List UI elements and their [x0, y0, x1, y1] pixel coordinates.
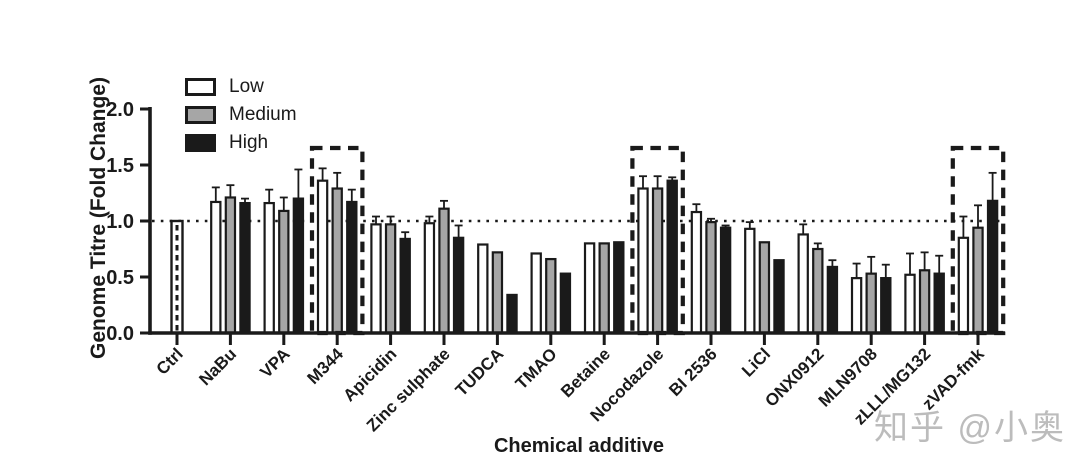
watermark: 知乎 @小奥 [874, 409, 1066, 447]
legend-swatch-low [185, 78, 216, 96]
bar-medium [972, 226, 984, 335]
bar-low [797, 233, 809, 335]
bar-medium [224, 196, 237, 335]
bar-medium [545, 257, 557, 335]
legend-item-high: High [185, 129, 297, 157]
bar-low [370, 223, 382, 335]
x-category-label: M344 [304, 344, 348, 388]
bar-low [477, 243, 489, 335]
bar-medium [812, 247, 824, 335]
x-category-label: VPA [256, 344, 293, 381]
bar-low [583, 242, 596, 335]
bar-low [957, 236, 970, 335]
legend-item-low: Low [185, 73, 297, 101]
bar-medium [438, 207, 450, 335]
legend-item-medium: Medium [185, 101, 297, 129]
bar-high [666, 179, 678, 335]
y-axis-title: Genome Titre (Fold Change) [87, 77, 110, 359]
legend-swatch-high [185, 134, 216, 152]
y-tick-label: 2.0 [106, 99, 134, 121]
x-category-label: BI 2536 [665, 344, 721, 400]
bar-medium [278, 209, 290, 335]
bar-low [530, 252, 542, 335]
x-axis-title: Chemical additive [493, 435, 665, 457]
bar-medium [491, 251, 504, 335]
bar-high [292, 197, 305, 335]
bar-high [506, 293, 518, 335]
bar-high [346, 200, 358, 335]
bar-low [690, 210, 703, 335]
bar-medium [758, 241, 771, 335]
bar-high [399, 237, 411, 335]
x-category-label: TMAO [512, 344, 561, 393]
bar-high [826, 265, 839, 335]
bar-high [773, 259, 785, 335]
bar-medium [705, 221, 717, 335]
bar-low [263, 201, 275, 335]
bar-low [210, 200, 222, 335]
legend-label-high: High [229, 132, 269, 153]
bar-high [933, 272, 945, 335]
y-tick-label: 0.5 [106, 267, 134, 289]
legend: Low Medium High [185, 73, 297, 157]
bar-low [850, 277, 863, 335]
y-tick-label: 1.0 [106, 211, 134, 233]
bar-low [904, 273, 916, 335]
bar-high [986, 199, 999, 335]
bar-medium [651, 187, 664, 335]
legend-label-medium: Medium [229, 104, 297, 125]
bar-high [880, 277, 892, 335]
bar-low [423, 222, 436, 335]
bar-medium [918, 269, 931, 335]
bar-medium [384, 223, 397, 335]
bar-high [452, 236, 465, 335]
bar-high [239, 201, 251, 335]
bar-medium [598, 242, 610, 335]
bar-medium [331, 187, 343, 335]
legend-swatch-medium [185, 106, 216, 124]
bar-high [613, 241, 625, 335]
y-tick-label: 0.0 [106, 323, 134, 345]
bar-low [316, 179, 329, 335]
bar-low [637, 187, 649, 335]
y-tick-label: 1.5 [106, 155, 134, 177]
x-category-label: TUDCA [452, 344, 508, 400]
legend-label-low: Low [229, 76, 264, 97]
x-category-label: Ctrl [153, 344, 187, 378]
bar-high [559, 272, 572, 335]
bar-high [719, 226, 732, 335]
x-category-label: LiCl [738, 344, 774, 380]
x-category-label: NaBu [195, 344, 240, 389]
bar-medium [865, 272, 877, 335]
bar-low [744, 227, 756, 335]
